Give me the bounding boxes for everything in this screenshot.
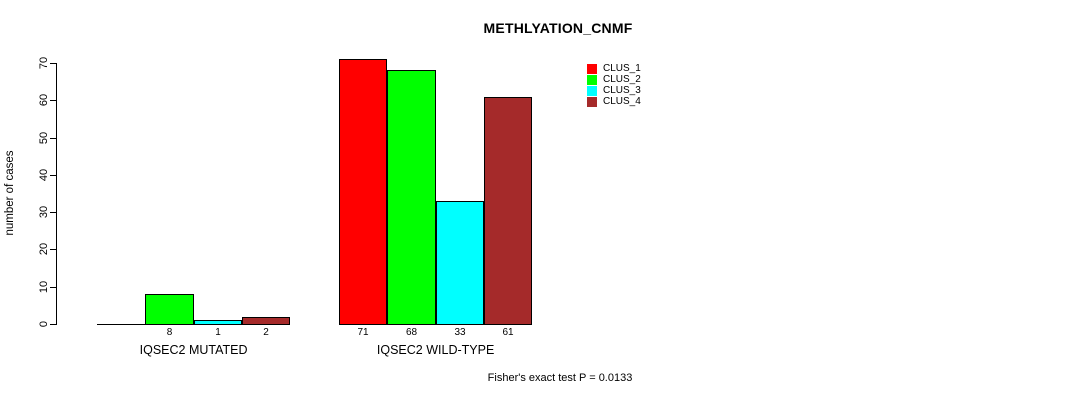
y-axis-tick-label: 40 bbox=[38, 168, 50, 182]
legend-item: CLUS_4 bbox=[587, 96, 641, 107]
y-axis-tick-label: 50 bbox=[38, 131, 50, 145]
y-axis-tick-label: 60 bbox=[38, 93, 50, 107]
legend: CLUS_1 CLUS_2 CLUS_3 CLUS_4 bbox=[587, 63, 641, 107]
y-axis-tick-label: 70 bbox=[38, 56, 50, 70]
bar-value-label: 1 bbox=[215, 327, 221, 338]
legend-label: CLUS_1 bbox=[603, 63, 641, 74]
y-axis-tick bbox=[50, 138, 56, 139]
legend-label: CLUS_4 bbox=[603, 96, 641, 107]
bar-value-label: 61 bbox=[502, 327, 514, 338]
bar bbox=[194, 320, 242, 325]
y-axis-tick-label: 10 bbox=[38, 280, 50, 294]
x-axis-group-label: IQSEC2 WILD-TYPE bbox=[376, 343, 495, 357]
legend-item: CLUS_3 bbox=[587, 85, 641, 96]
bar-value-label: 33 bbox=[454, 327, 466, 338]
bar-value-label: 2 bbox=[263, 327, 269, 338]
legend-swatch bbox=[587, 74, 597, 85]
y-axis-tick bbox=[50, 100, 56, 101]
bar bbox=[436, 201, 484, 325]
bar bbox=[97, 324, 145, 325]
bar bbox=[339, 59, 387, 325]
legend-item: CLUS_1 bbox=[587, 63, 641, 74]
bar bbox=[484, 97, 532, 325]
x-axis-group-label: IQSEC2 MUTATED bbox=[139, 343, 248, 357]
footer-annotation: Fisher's exact test P = 0.0133 bbox=[487, 372, 633, 384]
y-axis-tick bbox=[50, 287, 56, 288]
legend-swatch bbox=[587, 85, 597, 96]
bar bbox=[242, 317, 290, 325]
bar bbox=[145, 294, 194, 325]
y-axis-tick-label: 20 bbox=[38, 242, 50, 256]
y-axis bbox=[56, 63, 57, 325]
bar-value-label: 71 bbox=[357, 327, 369, 338]
y-axis-tick-label: 30 bbox=[38, 205, 50, 219]
y-axis-tick bbox=[50, 63, 56, 64]
legend-swatch bbox=[587, 96, 597, 107]
y-axis-tick bbox=[50, 249, 56, 250]
y-axis-tick-label: 0 bbox=[38, 320, 50, 328]
y-axis-tick bbox=[50, 324, 56, 325]
bar-value-label: 8 bbox=[166, 327, 173, 338]
legend-label: CLUS_3 bbox=[603, 85, 641, 96]
chart-title: METHLYATION_CNMF bbox=[483, 20, 633, 36]
y-axis-tick bbox=[50, 212, 56, 213]
bar-value-label: 68 bbox=[405, 327, 418, 338]
bar bbox=[387, 70, 436, 325]
legend-item: CLUS_2 bbox=[587, 74, 641, 85]
y-axis-tick bbox=[50, 175, 56, 176]
legend-swatch bbox=[587, 63, 597, 74]
legend-label: CLUS_2 bbox=[603, 74, 641, 85]
